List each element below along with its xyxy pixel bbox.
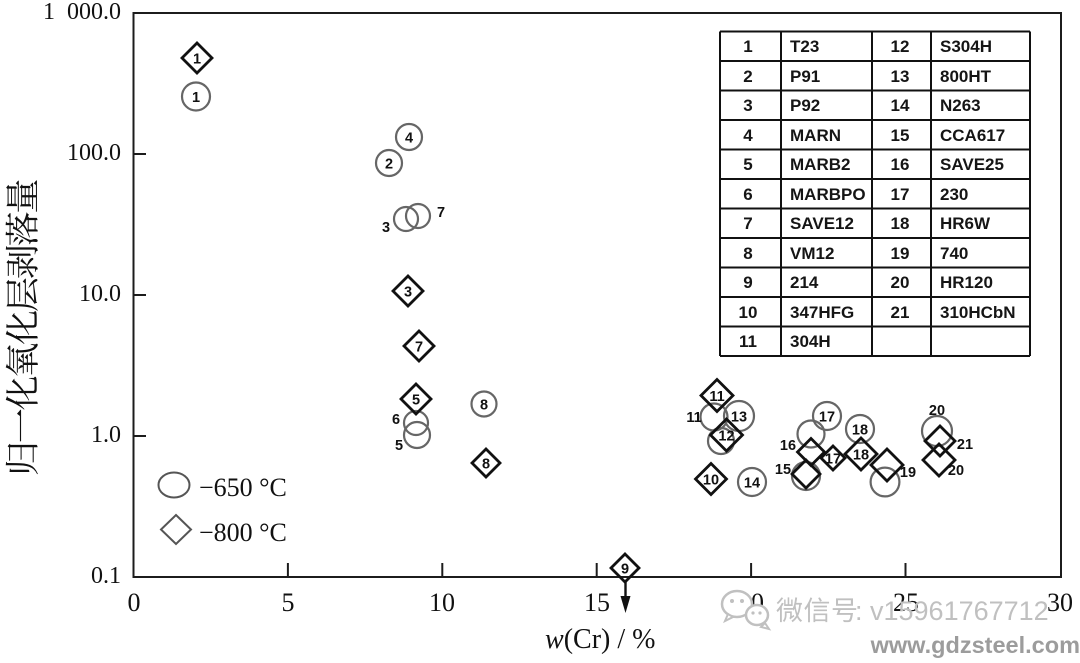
svg-text:8: 8 <box>480 398 488 414</box>
svg-text:8: 8 <box>482 457 490 473</box>
svg-text:MARBPO: MARBPO <box>790 185 866 204</box>
svg-text:12: 12 <box>891 37 910 56</box>
svg-text:18: 18 <box>891 214 910 233</box>
svg-text:CCA617: CCA617 <box>940 126 1005 145</box>
svg-text:10: 10 <box>703 473 719 489</box>
svg-text:9: 9 <box>621 562 629 578</box>
svg-text:2: 2 <box>385 157 393 173</box>
svg-text:5: 5 <box>282 588 295 617</box>
svg-text:0.1: 0.1 <box>91 563 121 589</box>
svg-text:14: 14 <box>891 96 910 115</box>
svg-text:5: 5 <box>743 155 752 174</box>
svg-text:HR120: HR120 <box>940 273 993 292</box>
svg-text:N263: N263 <box>940 96 981 115</box>
svg-text:15: 15 <box>775 462 791 478</box>
svg-text:7: 7 <box>437 205 445 221</box>
svg-text:20: 20 <box>929 403 945 419</box>
svg-text:10.0: 10.0 <box>79 281 121 307</box>
svg-text:1: 1 <box>192 90 200 106</box>
svg-text:21: 21 <box>891 303 910 322</box>
svg-text:w(Cr) / %: w(Cr) / % <box>545 624 655 655</box>
svg-text:1: 1 <box>193 52 201 68</box>
svg-text:SAVE25: SAVE25 <box>940 155 1004 174</box>
svg-text:19: 19 <box>891 244 910 263</box>
svg-text:VM12: VM12 <box>790 244 834 263</box>
svg-text:740: 740 <box>940 244 968 263</box>
svg-text:214: 214 <box>790 273 819 292</box>
svg-text:3: 3 <box>743 96 752 115</box>
svg-text:15: 15 <box>584 588 610 617</box>
svg-text:www.gdzsteel.com: www.gdzsteel.com <box>870 632 1080 658</box>
svg-text:5: 5 <box>412 393 420 409</box>
svg-text:10: 10 <box>429 588 455 617</box>
svg-text:MARN: MARN <box>790 126 841 145</box>
svg-text:−650 °C: −650 °C <box>199 473 287 502</box>
svg-text:20: 20 <box>891 273 910 292</box>
svg-text:230: 230 <box>940 185 968 204</box>
svg-text:800HT: 800HT <box>940 67 992 86</box>
svg-text:0: 0 <box>128 588 141 617</box>
svg-text:2: 2 <box>743 67 752 86</box>
svg-text:304H: 304H <box>790 332 831 351</box>
svg-text:P91: P91 <box>790 67 820 86</box>
svg-text:5: 5 <box>395 438 403 454</box>
svg-text:17: 17 <box>891 185 910 204</box>
svg-text:1: 1 <box>743 37 752 56</box>
svg-text:19: 19 <box>900 465 916 481</box>
svg-text:12: 12 <box>718 429 734 445</box>
svg-text:HR6W: HR6W <box>940 214 991 233</box>
svg-text:6: 6 <box>392 412 400 428</box>
svg-text:17: 17 <box>825 452 841 468</box>
svg-text:18: 18 <box>853 448 869 464</box>
svg-text:S304H: S304H <box>940 37 992 56</box>
svg-text:11: 11 <box>686 410 701 426</box>
svg-text:1.0: 1.0 <box>91 422 121 448</box>
svg-text:17: 17 <box>819 410 835 426</box>
svg-text:8: 8 <box>743 244 752 263</box>
svg-text:9: 9 <box>743 273 752 292</box>
svg-text:100.0: 100.0 <box>67 140 121 166</box>
svg-text:3: 3 <box>404 285 412 301</box>
svg-text:10: 10 <box>739 303 758 322</box>
svg-text:310HCbN: 310HCbN <box>940 303 1016 322</box>
svg-text:SAVE12: SAVE12 <box>790 214 854 233</box>
svg-text:21: 21 <box>957 437 973 453</box>
svg-text:: v15961767712: : v15961767712 <box>855 596 1049 626</box>
svg-text:4: 4 <box>743 126 753 145</box>
svg-text:1 000.0: 1 000.0 <box>43 0 121 25</box>
svg-text:15: 15 <box>891 126 910 145</box>
svg-text:13: 13 <box>731 410 747 426</box>
svg-text:347HFG: 347HFG <box>790 303 854 322</box>
svg-text:7: 7 <box>743 214 752 233</box>
svg-text:25: 25 <box>893 588 919 617</box>
svg-text:14: 14 <box>744 476 760 492</box>
svg-text:MARB2: MARB2 <box>790 155 850 174</box>
svg-text:6: 6 <box>743 185 752 204</box>
svg-text:T23: T23 <box>790 37 819 56</box>
svg-text:13: 13 <box>891 67 910 86</box>
svg-text:16: 16 <box>891 155 910 174</box>
svg-text:P92: P92 <box>790 96 820 115</box>
svg-text:18: 18 <box>852 423 868 439</box>
svg-text:16: 16 <box>780 438 796 454</box>
svg-text:7: 7 <box>415 340 423 356</box>
svg-text:20: 20 <box>948 463 964 479</box>
svg-text:30: 30 <box>1047 588 1073 617</box>
svg-text:11: 11 <box>709 389 724 405</box>
svg-text:11: 11 <box>739 332 757 351</box>
svg-text:3: 3 <box>382 220 390 236</box>
svg-text:−800 °C: −800 °C <box>199 518 287 547</box>
svg-text:4: 4 <box>405 131 413 147</box>
